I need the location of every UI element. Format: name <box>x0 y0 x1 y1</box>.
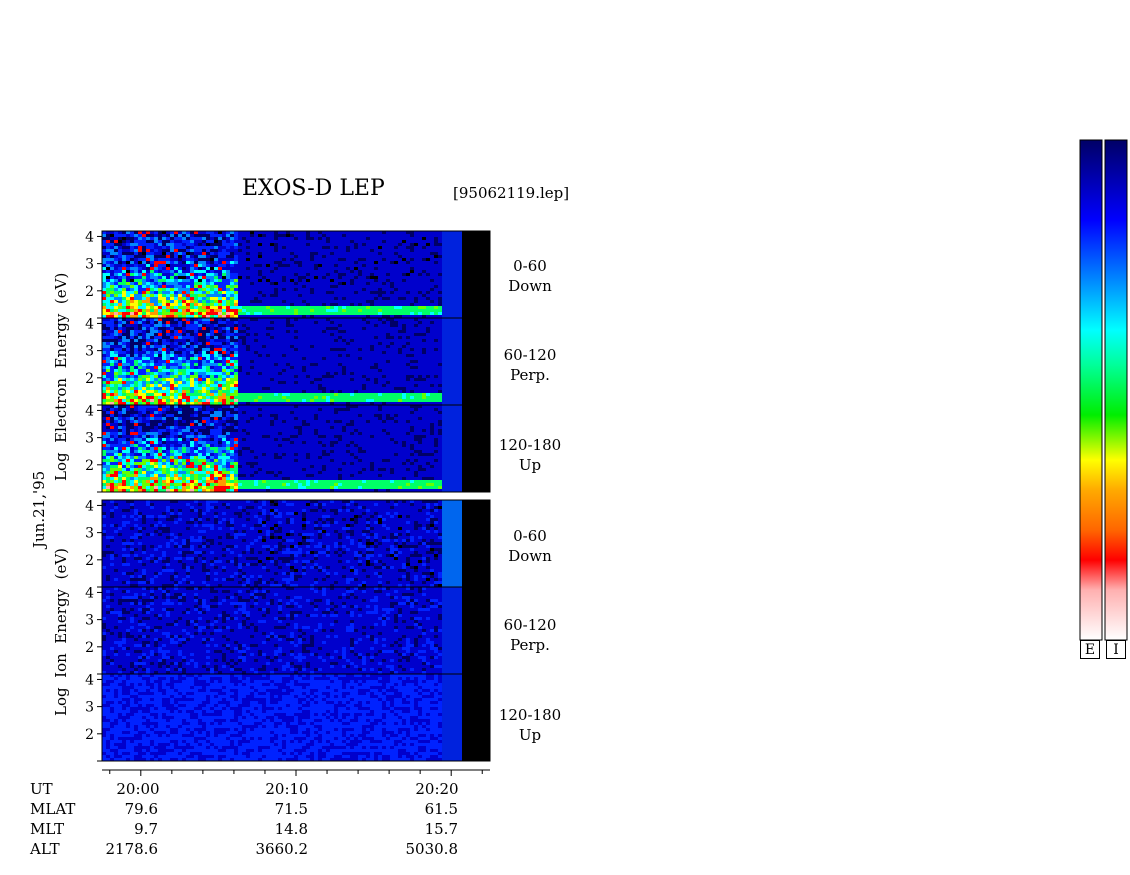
chart-title: EXOS-D LEP <box>242 176 385 201</box>
electron-color-scale <box>1079 139 1103 641</box>
y-tick-label: 2 <box>85 284 94 300</box>
y-tick-label: 3 <box>85 613 94 629</box>
footer-label-alt: ALT <box>30 840 60 858</box>
spectrogram-panel-2 <box>101 317 491 406</box>
ion-axis-label: Log Ion Energy (eV) <box>52 547 70 716</box>
mlt-value-1: 9.7 <box>134 820 158 838</box>
y-tick-label: 3 <box>85 344 94 360</box>
spectrogram-panel-6 <box>101 673 491 762</box>
y-tick-label: 3 <box>85 526 94 542</box>
footer-label-mlt: MLT <box>30 820 65 838</box>
y-tick-label: 4 <box>85 316 94 332</box>
ion-color-scale <box>1104 139 1128 641</box>
ut-value-3: 20:20 <box>415 780 459 798</box>
y-tick-label: 2 <box>85 371 94 387</box>
panel-label-e1: 0-60 Down <box>508 257 552 295</box>
y-tick-label: 4 <box>85 672 94 688</box>
y-tick-label: 4 <box>85 403 94 419</box>
y-tick-label: 3 <box>85 700 94 716</box>
mlt-value-3: 15.7 <box>424 820 458 838</box>
footer-label-mlat: MLAT <box>30 800 76 818</box>
mlt-value-2: 14.8 <box>274 820 308 838</box>
alt-value-2: 3660.2 <box>255 840 309 858</box>
electron-axis-label: Log Electron Energy (eV) <box>52 272 70 481</box>
ion-scale-label: I <box>1106 640 1126 659</box>
y-tick-label: 4 <box>85 229 94 245</box>
file-label: [95062119.lep] <box>453 184 570 202</box>
ut-value-2: 20:10 <box>265 780 309 798</box>
spectrogram-panel-1 <box>101 230 491 319</box>
spectrogram-panel-5 <box>101 586 491 675</box>
panel-label-i1: 0-60 Down <box>508 527 552 565</box>
spectrogram-panel-3 <box>101 404 491 493</box>
panel-label-i3: 120-180 Up <box>498 706 562 744</box>
date-label: Jun.21,'95 <box>30 470 48 548</box>
alt-value-1: 2178.6 <box>105 840 159 858</box>
y-tick-label: 4 <box>85 585 94 601</box>
y-tick-label: 2 <box>85 727 94 743</box>
y-tick-label: 2 <box>85 458 94 474</box>
mlat-value-2: 71.5 <box>274 800 308 818</box>
spectrogram-panel-4 <box>101 499 491 588</box>
panel-label-i2: 60-120 Perp. <box>503 616 557 654</box>
electron-scale-label: E <box>1080 640 1100 659</box>
y-tick-label: 2 <box>85 640 94 656</box>
y-tick-label: 3 <box>85 431 94 447</box>
y-tick-label: 2 <box>85 553 94 569</box>
y-tick-label: 4 <box>85 498 94 514</box>
y-tick-label: 3 <box>85 257 94 273</box>
alt-value-3: 5030.8 <box>405 840 459 858</box>
mlat-value-3: 61.5 <box>424 800 458 818</box>
mlat-value-1: 79.6 <box>124 800 158 818</box>
panel-label-e3: 120-180 Up <box>498 436 562 474</box>
panel-label-e2: 60-120 Perp. <box>503 346 557 384</box>
footer-label-ut: UT <box>30 780 53 798</box>
ut-value-1: 20:00 <box>116 780 160 798</box>
